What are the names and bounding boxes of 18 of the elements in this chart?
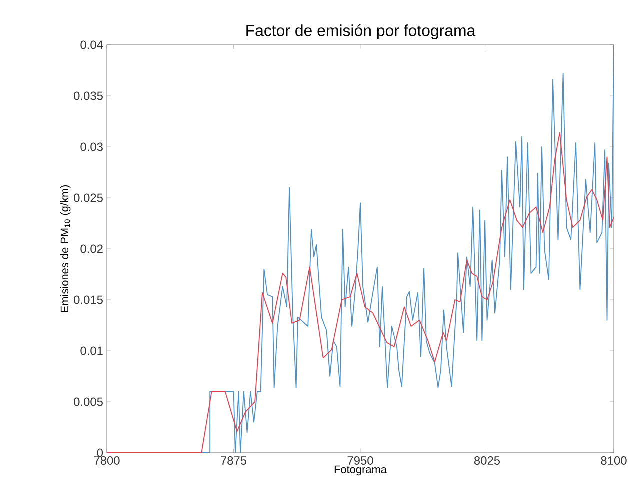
y-tick-label: 0.02 xyxy=(80,244,103,254)
y-tick-label: 0.03 xyxy=(80,142,103,152)
y-tick-label: 0.005 xyxy=(74,398,103,406)
y-tick-label: 0.025 xyxy=(74,194,103,202)
x-axis-title: Fotograma xyxy=(334,466,387,476)
y-tick-label: 0 xyxy=(97,448,104,458)
y-tick-label: 0.035 xyxy=(74,92,103,100)
x-tick-label: 7875 xyxy=(221,456,247,465)
x-tick-label: 7950 xyxy=(348,456,374,465)
y-tick-label: 0.015 xyxy=(74,296,103,304)
y-tick-label: 0.01 xyxy=(80,346,103,356)
chart-title: Factor de emisión por fotograma xyxy=(246,24,476,40)
x-tick-label: 7800 xyxy=(94,456,120,465)
x-tick-label: 8100 xyxy=(601,456,627,465)
y-tick-label: 0.04 xyxy=(80,40,104,50)
y-axis-title: Emisiones de PM$_{10}$ (g/km) xyxy=(60,185,71,312)
x-tick-label: 8025 xyxy=(474,456,500,465)
line-series xyxy=(107,132,614,453)
